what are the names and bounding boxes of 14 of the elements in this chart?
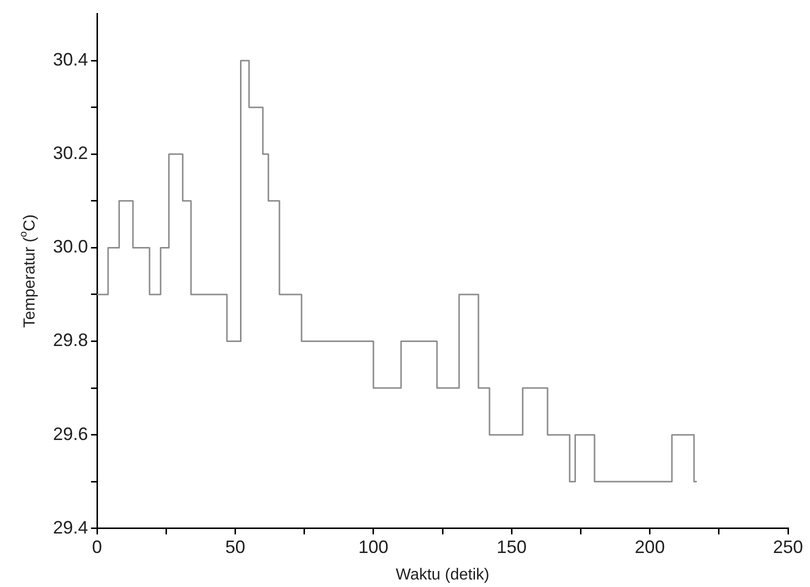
y-tick-label: 30.2 — [52, 143, 88, 164]
x-tick-label: 100 — [358, 537, 388, 558]
x-tick-label: 200 — [634, 537, 665, 558]
x-axis-title: Waktu (detik) — [396, 566, 490, 584]
y-tick-label: 29.4 — [52, 517, 88, 538]
y-tick-label: 30.0 — [52, 236, 88, 257]
x-tick-label: 150 — [496, 537, 527, 558]
y-tick-label: 29.8 — [52, 330, 88, 350]
y-axis-title: Temperatur (oC) — [18, 214, 38, 328]
y-tick-label: 29.6 — [52, 424, 88, 444]
x-tick-label: 0 — [92, 537, 102, 558]
y-tick-label: 30.4 — [52, 50, 88, 70]
x-tick-label: 250 — [772, 537, 804, 558]
x-tick-label: 50 — [225, 537, 246, 558]
